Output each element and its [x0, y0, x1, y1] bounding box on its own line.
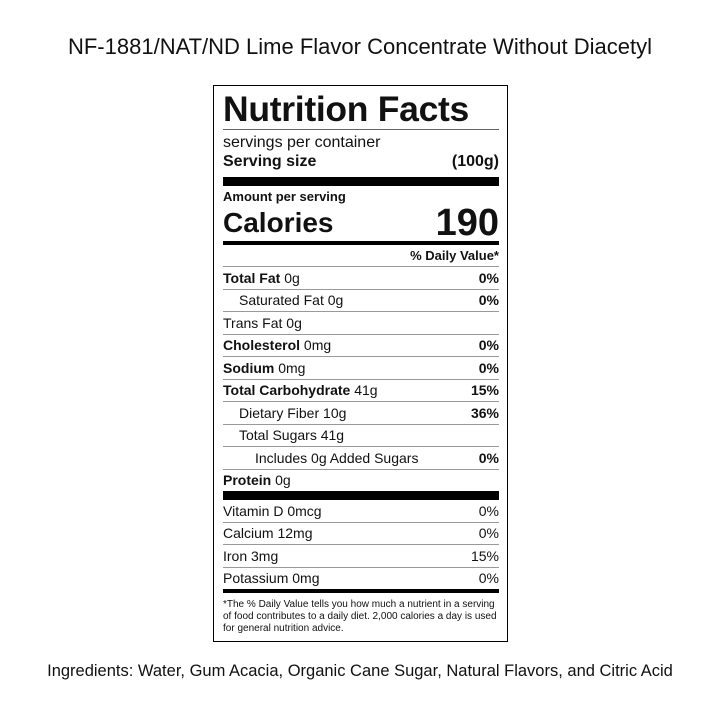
nutrient: Trans Fat 0g [223, 315, 302, 331]
nutrient: Vitamin D 0mcg [223, 503, 322, 519]
nutrient-name: Total Sugars [239, 427, 317, 444]
nutrient-row: Trans Fat 0g [223, 311, 499, 334]
nutrient-row: Iron 3mg 15% [223, 544, 499, 567]
nutrient-row: Protein 0g [223, 468, 499, 492]
nutrient-amount: 41g [320, 427, 345, 444]
nutrient-row: Total Sugars 41g [223, 423, 499, 447]
daily-value: 36% [470, 404, 499, 421]
daily-value: 0% [478, 525, 499, 542]
divider [223, 177, 499, 186]
amount-per-serving: Amount per serving [223, 189, 346, 204]
nutrient-row: Dietary Fiber 10g 36% [223, 401, 499, 424]
nutrient-row: Saturated Fat 0g 0% [223, 288, 499, 312]
serving-size-label: Serving size [223, 153, 317, 170]
nutrient: Total Carbohydrate 41g [223, 382, 378, 398]
nutrient-name: Vitamin D [223, 502, 284, 519]
daily-value: 0% [478, 502, 499, 519]
nutrient-amount: 0mg [292, 570, 320, 587]
nutrient-name: Cholesterol [223, 337, 301, 354]
nutrient: Cholesterol 0mg [223, 337, 331, 353]
nutrient-list: Total Fat 0g 0% Saturated Fat 0g 0% Trans Fa… [223, 266, 499, 491]
serving-size-row: Serving size (100g) [223, 152, 499, 172]
nutrient: Saturated Fat 0g [223, 292, 343, 308]
nutrient-amount: 12mg [277, 525, 313, 542]
nutrient-amount: 0mcg [287, 502, 322, 519]
product-title: NF-1881/NAT/ND Lime Flavor Concentrate W… [67, 34, 652, 59]
nutrient-amount: 0g [284, 269, 300, 286]
nutrient-amount: 41g [354, 382, 378, 399]
nutrient-name: Total Carbohydrate [223, 382, 351, 399]
nutrient-amount: 10g [323, 404, 347, 421]
nutrient-amount: 0mg [278, 359, 306, 376]
nutrient-row: Vitamin D 0mcg 0% [223, 500, 499, 522]
serving-size: (100g) [451, 153, 499, 170]
nutrient-row: Sodium 0mg 0% [223, 356, 499, 379]
daily-value-header: % Daily Value* [410, 248, 499, 263]
daily-value: 15% [470, 547, 499, 564]
servings: servings per container [223, 134, 381, 151]
nutrient-amount: 0mg [303, 337, 332, 354]
daily-value: 0% [478, 359, 499, 376]
daily-value: 0% [478, 292, 499, 309]
nutrient-name: Trans Fat [223, 314, 283, 331]
nutrient-name: Dietary Fiber [239, 404, 320, 421]
vitamin-list: Vitamin D 0mcg 0% Calcium 12mg 0% Iron 3mg 15… [223, 500, 499, 589]
nutrient-name: Sodium [223, 359, 275, 376]
daily-value: 15% [470, 382, 499, 399]
calories: 190 [435, 202, 499, 244]
nutrient: Total Fat 0g [223, 270, 300, 286]
nutrient: Sodium 0mg [223, 360, 305, 376]
divider [223, 241, 499, 245]
nutrient: Protein 0g [223, 472, 291, 488]
calories-label: Calories [223, 207, 334, 238]
daily-value: 0% [478, 449, 499, 466]
nutrient-name: Saturated Fat [239, 292, 324, 309]
nutrient-amount: 0g [327, 292, 344, 309]
nutrient: Dietary Fiber 10g [223, 405, 346, 421]
nutrient-name: Includes 0g Added Sugars [255, 449, 419, 466]
nutrient-name: Calcium [223, 525, 274, 542]
daily-value: 0% [478, 337, 499, 354]
nutrient-name: Total Fat [223, 269, 281, 286]
nutrient-row: Calcium 12mg 0% [223, 521, 499, 545]
nutrient: Potassium 0mg [223, 570, 319, 586]
footnote: *The % Daily Value tells you how much a … [223, 599, 497, 634]
daily-value: 0% [478, 570, 499, 587]
nutrient-row: Total Carbohydrate 41g 15% [223, 378, 499, 402]
nutrient: Includes 0g Added Sugars [223, 450, 418, 466]
daily-value: 0% [478, 269, 499, 286]
nutrient-name: Potassium [223, 570, 289, 587]
nutrient: Total Sugars 41g [223, 427, 344, 443]
divider [223, 491, 499, 500]
nutrient-row: Total Fat 0g 0% [223, 266, 499, 289]
nutrient-amount: 0g [286, 314, 302, 331]
nutrient-name: Protein [223, 472, 272, 489]
nutrient-amount: 3mg [251, 547, 279, 564]
nutrition-label: Nutrition Facts servings per container S… [213, 85, 508, 642]
nutrient-amount: 0g [275, 472, 291, 489]
nutrient-name: Iron [223, 547, 248, 564]
divider [223, 589, 499, 593]
nutrient: Calcium 12mg [223, 525, 313, 541]
ingredients: Ingredients: Water, Gum Acacia, Organic … [47, 662, 673, 680]
nutrient-row: Includes 0g Added Sugars 0% [223, 446, 499, 469]
nutrient-row: Potassium 0mg 0% [223, 566, 499, 590]
label-heading: Nutrition Facts [223, 89, 499, 130]
nutrient-row: Cholesterol 0mg 0% [223, 333, 499, 357]
calories-row: Calories 190 [223, 202, 499, 244]
nutrient: Iron 3mg [223, 548, 278, 564]
